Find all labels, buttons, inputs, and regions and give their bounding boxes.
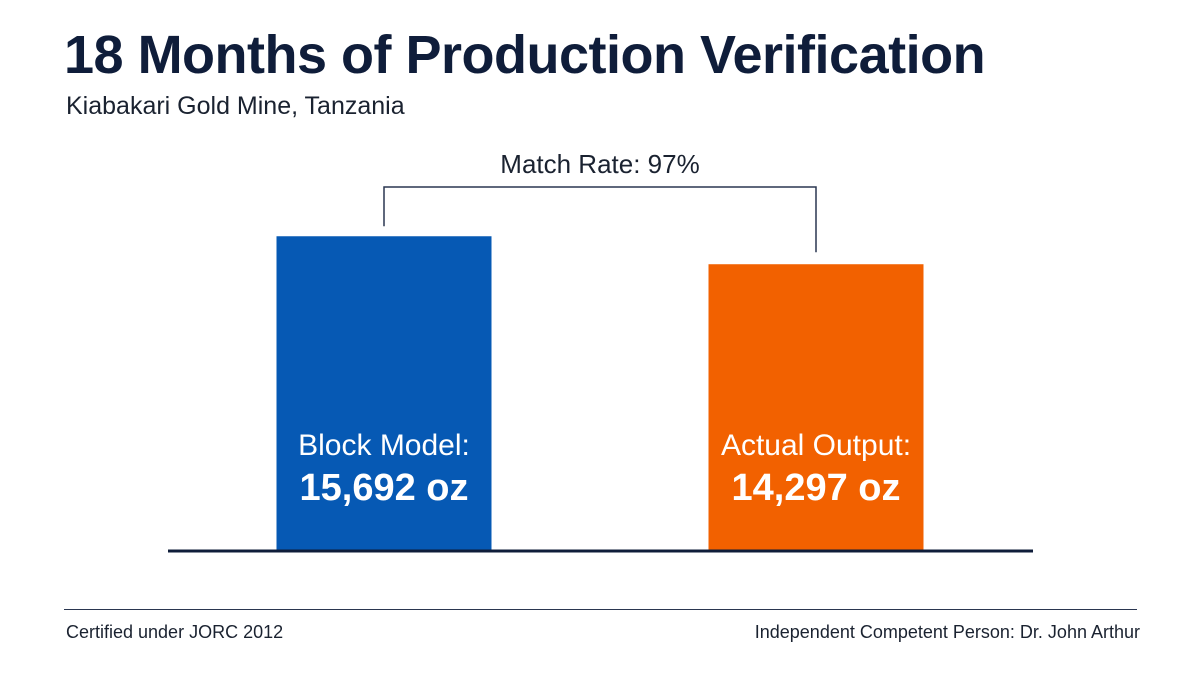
bar-value-label: 15,692 oz — [300, 467, 469, 509]
footer-divider — [64, 609, 1137, 610]
bar-category-label: Block Model: — [298, 429, 470, 462]
footer-competent-person: Independent Competent Person: Dr. John A… — [754, 622, 1140, 642]
match-rate-bracket — [383, 186, 817, 253]
page-title: 18 Months of Production Verification — [64, 25, 986, 85]
page-subtitle: Kiabakari Gold Mine, Tanzania — [66, 92, 405, 120]
bar-value-label: 14,297 oz — [732, 467, 901, 509]
bar-category-label: Actual Output: — [721, 429, 911, 462]
bar-actual-output — [708, 264, 924, 551]
bar-block-model — [276, 236, 492, 551]
footer-certification: Certified under JORC 2012 — [66, 622, 284, 642]
match-rate-annotation: Match Rate: 97% — [500, 149, 699, 179]
bars-layer — [276, 236, 924, 551]
labels-layer: Block Model: 15,692 oz Actual Output: 14,29… — [298, 429, 911, 509]
